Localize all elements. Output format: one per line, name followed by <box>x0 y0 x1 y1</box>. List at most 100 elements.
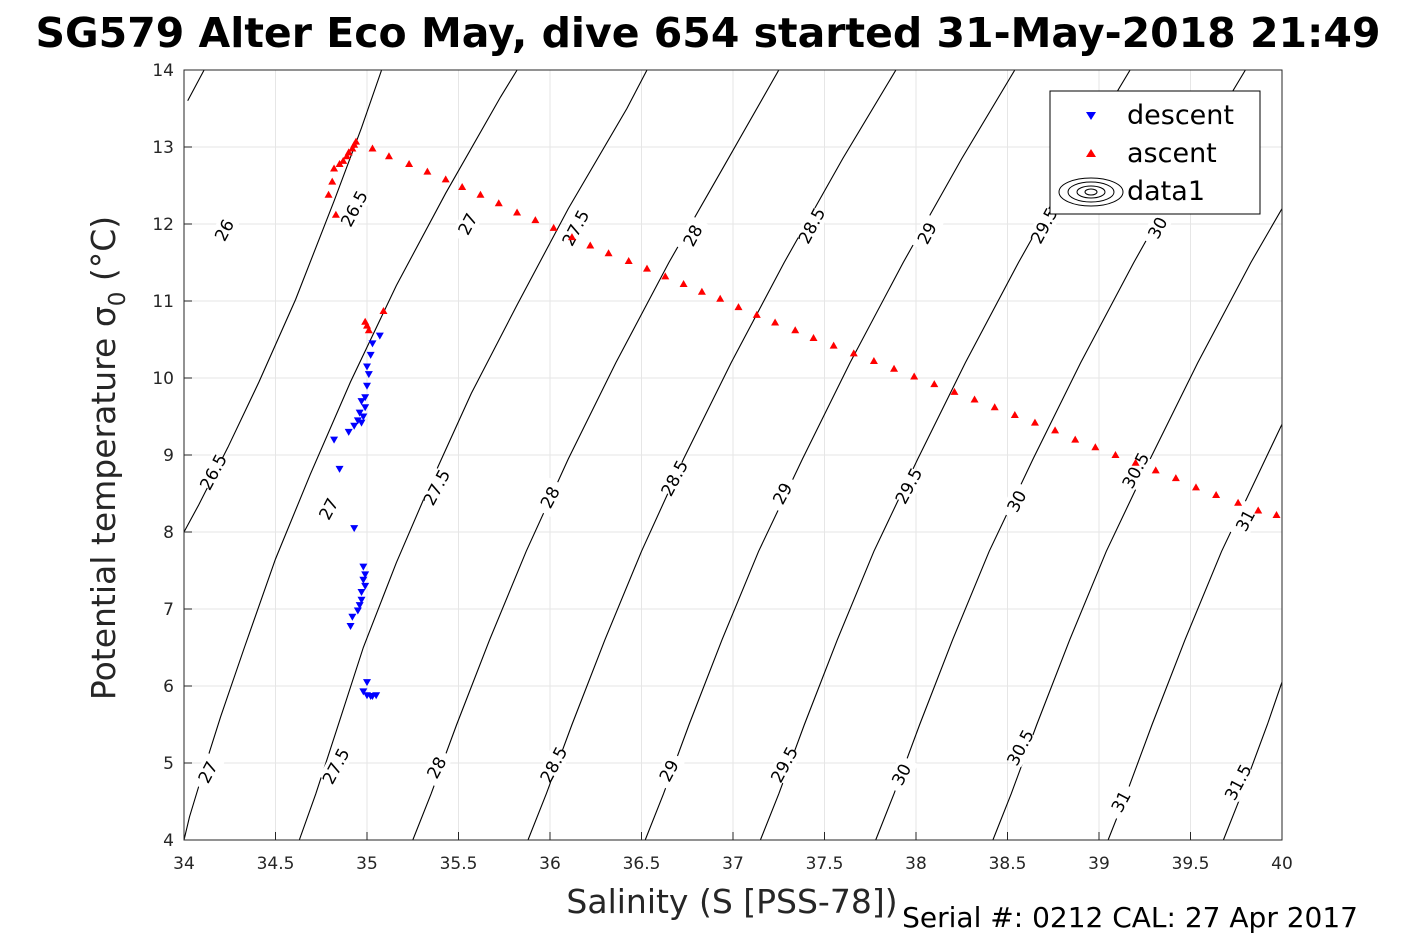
ascent-point <box>1151 466 1160 474</box>
x-tick-label: 35.5 <box>440 854 478 874</box>
y-tick-label: 6 <box>163 677 174 697</box>
ascent-point <box>890 364 899 372</box>
descent-point <box>361 404 370 412</box>
descent-point <box>361 582 370 590</box>
x-tick-label: 37 <box>722 854 744 874</box>
data-series <box>324 137 1281 701</box>
ascent-point <box>809 333 818 341</box>
ascent-point <box>697 287 706 295</box>
ascent-point <box>324 190 333 198</box>
descent-point <box>348 613 357 621</box>
descent-point <box>344 428 353 436</box>
ascent-point <box>1254 506 1263 514</box>
descent-point <box>357 589 366 597</box>
ascent-point <box>1171 474 1180 482</box>
x-tick-label: 35 <box>356 854 378 874</box>
descent-point <box>361 571 370 579</box>
descent-point <box>359 563 368 571</box>
ascent-point <box>1030 418 1039 426</box>
descent-point <box>363 679 371 687</box>
contour-label-bg <box>319 746 353 786</box>
x-tick-label: 39.5 <box>1172 854 1210 874</box>
contour-label-bg <box>419 747 454 788</box>
ascent-point <box>586 241 595 249</box>
ascent-point <box>352 137 361 145</box>
contour-label-bg <box>311 489 346 529</box>
y-tick-label: 5 <box>163 754 174 774</box>
ascent-point <box>423 167 432 175</box>
ascent-point <box>405 159 414 167</box>
ascent-point <box>930 380 939 388</box>
ascent-point <box>458 183 467 191</box>
descent-point <box>357 596 366 604</box>
contour-label-bg <box>1228 500 1263 541</box>
contour-label-bg <box>207 210 242 250</box>
ascent-point <box>990 403 999 411</box>
contour-label-bg <box>675 215 710 256</box>
ascent-point <box>531 216 540 224</box>
y-tick-label: 14 <box>152 61 174 81</box>
ascent-point <box>549 223 558 231</box>
ascent-point <box>328 177 337 185</box>
ascent-point <box>869 357 878 365</box>
descent-point <box>353 607 362 615</box>
contour-label-bg <box>536 744 571 785</box>
descent-point <box>357 419 366 427</box>
contour-label-bg <box>794 205 829 246</box>
descent-point <box>366 693 375 701</box>
contour-label-bg <box>652 750 686 791</box>
ascent-point <box>661 272 670 280</box>
y-tick-label: 10 <box>152 369 174 389</box>
ascent-point <box>910 372 919 380</box>
descent-point <box>359 413 368 421</box>
descent-point <box>361 394 370 402</box>
contour-line-30.5 <box>992 208 1282 840</box>
ascent-point <box>970 395 979 403</box>
contour-label-bg <box>558 208 593 248</box>
y-tick-label: 7 <box>163 600 174 620</box>
x-tick-label: 34 <box>173 854 195 874</box>
descent-point <box>364 371 373 379</box>
ascent-point <box>829 341 838 349</box>
ascent-point <box>624 256 633 264</box>
ascent-point <box>567 233 576 241</box>
descent-point <box>375 332 384 340</box>
descent-point <box>335 465 344 473</box>
contour-label-bg <box>884 754 919 795</box>
contour-label-bg <box>1104 781 1138 822</box>
contour-label-bg <box>419 467 454 508</box>
descent-point <box>372 692 381 700</box>
descent-point <box>359 576 368 584</box>
ascent-point <box>342 152 351 160</box>
ascent-point <box>1212 491 1221 499</box>
legend-descent-label: descent <box>1127 100 1234 131</box>
descent-point <box>357 398 366 406</box>
descent-point <box>350 525 359 533</box>
legend-descent-marker <box>1086 112 1096 120</box>
legend-ascent-marker <box>1086 149 1096 157</box>
legend-data1-label: data1 <box>1127 176 1205 207</box>
ascent-point <box>379 307 388 315</box>
ascent-point <box>734 303 743 311</box>
x-axis-label: Salinity (S [PSS-78]) <box>566 882 897 921</box>
y-axis-label-main: Potential temperature σ <box>84 306 123 700</box>
descent-point <box>346 622 355 630</box>
ascent-point <box>348 144 357 152</box>
ascent-point <box>513 208 522 216</box>
x-tick-label: 36 <box>539 854 561 874</box>
descent-point <box>368 340 377 348</box>
ascent-point <box>791 326 800 334</box>
contour-label-bg <box>910 213 944 253</box>
ascent-point <box>476 190 485 198</box>
ascent-point <box>344 148 353 156</box>
ascent-point <box>494 199 503 207</box>
descent-point <box>355 409 364 417</box>
ascent-point <box>642 264 651 272</box>
ascent-point <box>1051 426 1060 434</box>
contour-line-31.5 <box>1222 681 1282 840</box>
contour-label-bg <box>196 452 231 492</box>
x-tick-label: 40 <box>1271 854 1293 874</box>
x-tick-label: 34.5 <box>257 854 295 874</box>
y-tick-label: 13 <box>152 138 174 158</box>
contour-label-bg <box>337 188 372 229</box>
